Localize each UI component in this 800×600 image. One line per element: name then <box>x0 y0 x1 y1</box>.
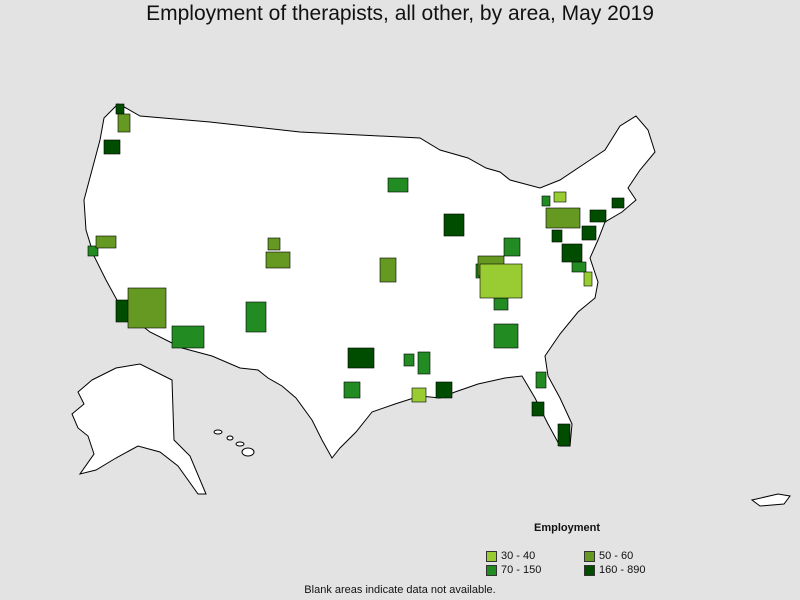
area-salt-lake <box>265 251 291 269</box>
legend-swatch-30-40 <box>486 550 497 562</box>
area-shreveport <box>403 353 415 367</box>
area-kentucky <box>479 263 523 299</box>
hawaii-islands <box>213 429 255 457</box>
area-jackson <box>417 351 431 375</box>
legend: Employment 30 - 40 50 - 60 70 - 150 160 … <box>486 520 686 580</box>
area-chicago <box>443 213 465 237</box>
alaska-outline <box>71 363 207 495</box>
area-richmond <box>571 261 587 273</box>
legend-item-70-150: 70 - 150 <box>486 564 541 576</box>
area-denver <box>267 237 281 251</box>
legend-item-50-60: 50 - 60 <box>584 550 633 562</box>
area-new-orleans <box>435 381 453 399</box>
area-seattle <box>115 103 125 115</box>
area-cleveland <box>545 207 581 229</box>
area-sacramento <box>95 235 117 249</box>
area-jacksonville <box>535 371 547 389</box>
area-portland <box>103 139 121 155</box>
area-dallas <box>347 347 375 369</box>
legend-swatch-50-60 <box>584 550 595 562</box>
puerto-rico-outline <box>750 493 791 507</box>
area-las-vegas <box>127 287 167 329</box>
area-albuquerque <box>245 301 267 333</box>
data-note: Blank areas indicate data not available. <box>304 584 496 596</box>
area-pittsburgh <box>551 229 563 243</box>
shaded-areas <box>87 103 625 447</box>
area-atlanta <box>493 323 519 349</box>
area-philadelphia <box>581 225 597 241</box>
map-title: Employment of therapists, all other, by … <box>146 2 654 25</box>
area-new-york <box>589 209 607 223</box>
area-nashville <box>493 297 509 311</box>
area-miami <box>557 423 571 447</box>
area-buffalo <box>541 195 551 207</box>
area-salem <box>87 245 99 257</box>
area-columbus <box>503 237 521 257</box>
area-bellingham <box>117 113 131 133</box>
area-erie <box>553 191 567 203</box>
area-boston <box>611 197 625 209</box>
legend-item-160-890: 160 - 890 <box>584 564 645 576</box>
area-phoenix <box>171 325 205 349</box>
area-minneapolis <box>387 177 409 193</box>
area-washington <box>561 243 583 263</box>
area-kansas-city <box>379 257 397 283</box>
legend-swatch-70-150 <box>486 564 497 576</box>
legend-item-30-40: 30 - 40 <box>486 550 535 562</box>
area-baton-rouge <box>411 387 427 403</box>
area-houston <box>343 381 361 399</box>
legend-swatch-160-890 <box>584 564 595 576</box>
area-tampa <box>531 401 545 417</box>
legend-title: Employment <box>534 522 601 534</box>
area-norfolk <box>583 271 593 287</box>
